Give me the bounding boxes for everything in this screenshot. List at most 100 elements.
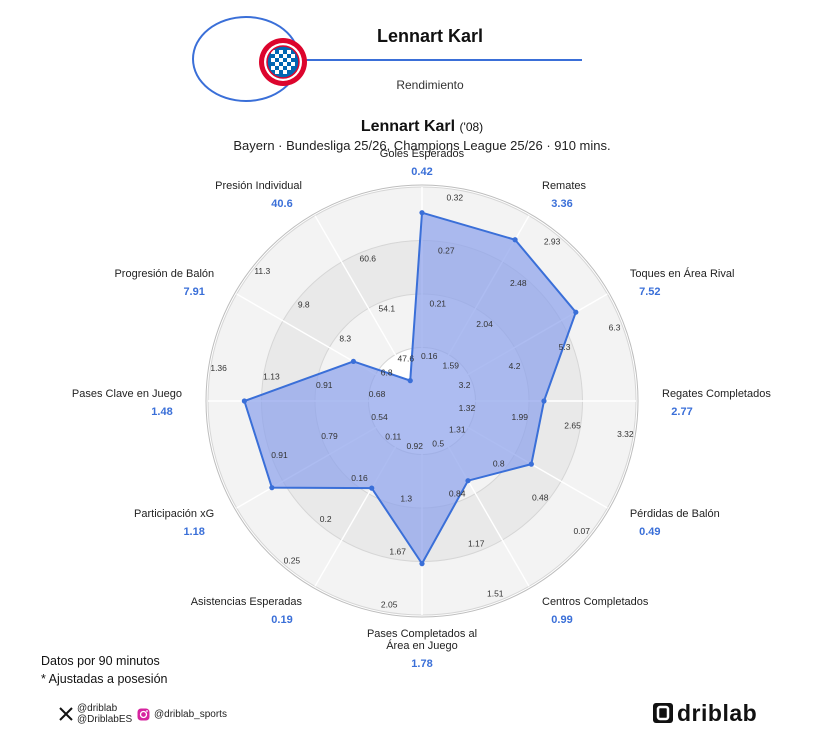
x-handle-driblab[interactable]: @driblab [77,703,118,714]
data-point [419,561,425,567]
scale-tick-label: 6.3 [609,323,621,333]
scale-tick-label: 0.5 [432,439,444,449]
scale-tick-label: 0.25 [284,556,301,566]
x-logo-icon [59,707,73,721]
data-point [465,478,471,484]
scale-tick-label: 3.2 [459,380,471,390]
scale-tick-label: 0.2 [320,514,332,524]
axis-label: Toques en Área Rival [630,267,735,280]
footnote-per90: Datos por 90 minutos [41,654,160,668]
axis-label: Progresión de Balón [114,268,214,280]
scale-tick-label: 1.3 [400,494,412,504]
axis-value: 0.99 [551,614,572,626]
chart-title: Lennart Karl ('08) [0,118,828,136]
scale-tick-label: 1.99 [511,412,528,422]
scale-tick-label: 2.04 [476,319,493,329]
scale-tick-label: 0.54 [371,412,388,422]
data-point [407,378,413,384]
data-point [269,485,275,491]
data-point [528,461,534,467]
scale-tick-label: 0.07 [573,526,590,536]
x-handle-driblabes[interactable]: @DriblabES [77,714,133,725]
scale-tick-label: 0.91 [316,380,333,390]
scale-tick-label: 2.93 [544,236,561,246]
driblab-mark-icon [653,703,673,723]
header-subtitle: Rendimiento [396,78,464,92]
scale-tick-label: 0.16 [351,473,368,483]
radar-spoke [314,215,423,402]
axis-value: 1.18 [183,526,204,538]
scale-tick-label: 0.16 [421,351,438,361]
scale-tick-label: 0.91 [271,450,288,460]
data-point [419,210,425,216]
data-point [350,358,357,365]
scale-tick-label: 3.32 [617,429,634,439]
scale-tick-label: 6.8 [381,367,393,377]
scale-tick-label: 5.3 [559,342,571,352]
axis-value: 3.36 [551,198,572,210]
scale-tick-label: 1.32 [459,403,476,413]
chart-subtitle: Bayern · Bundesliga 25/26, Champions Lea… [233,138,611,153]
axis-value: 7.91 [183,286,204,298]
scale-tick-label: 2.48 [510,278,527,288]
scale-tick-label: 0.27 [438,245,455,255]
scale-tick-label: 0.32 [447,193,464,203]
scale-tick-label: 1.67 [389,547,406,557]
header-divider [300,59,582,61]
axis-label: Asistencias Esperadas [191,596,303,608]
scale-tick-label: 0.11 [385,431,401,441]
axis-value: 40.6 [271,198,292,210]
scale-tick-label: 1.51 [487,589,504,599]
axis-label: Área en Juego [386,639,458,652]
axis-label: Centros Completados [542,596,649,608]
axis-label: Pases Clave en Juego [72,388,182,400]
scale-tick-label: 0.21 [429,298,446,308]
scale-tick-label: 0.48 [532,492,549,502]
axis-label: Participación xG [134,508,214,520]
axis-label: Pases Completados al [367,628,477,640]
axis-value: 0.49 [639,526,660,538]
axis-label: Goles Esperados [380,148,465,160]
brand-name: driblab [677,700,758,726]
radar-axis-labels: Goles Esperados 0.42 Remates 3.36 Toques en … [72,148,771,670]
data-point [369,485,375,491]
scale-tick-label: 1.13 [263,372,280,382]
scale-tick-label: 0.84 [449,489,466,499]
axis-value: 7.52 [639,286,660,298]
data-point [573,309,579,315]
scale-tick-label: 1.36 [210,363,227,373]
scale-tick-label: 0.92 [406,441,423,451]
scale-tick-label: 0.8 [493,459,505,469]
axis-label: Presión Individual [215,180,302,192]
scale-tick-label: 54.1 [379,303,396,313]
radar-scale-labels: 0.16 0.21 0.27 0.32 1.59 2.04 2.48 2.93 3.2 4.2 5.… [210,193,634,610]
scale-tick-label: 9.8 [298,300,310,310]
x-handles: @driblab @DriblabES [77,703,132,725]
header-player-name: Lennart Karl [376,26,484,46]
axis-value: 1.48 [151,406,172,418]
instagram-handle[interactable]: @driblab_sports [154,709,227,720]
footnote-possession: * Ajustadas a posesión [41,672,168,686]
data-point [241,398,247,404]
axis-value: 0.19 [271,614,292,626]
axis-label: Regates Completados [662,388,771,400]
radar-polygon [241,210,579,567]
scale-tick-label: 1.17 [468,539,485,549]
data-point [512,237,518,243]
axis-label: Pérdidas de Balón [630,508,720,520]
scale-tick-label: 0.68 [369,389,386,399]
scale-tick-label: 0.79 [321,431,338,441]
axis-label: Remates [542,180,587,192]
scale-tick-label: 60.6 [359,253,376,263]
axis-value: 2.77 [671,406,692,418]
scale-tick-label: 8.3 [339,333,351,343]
axis-value: 1.78 [411,658,432,670]
brand-logo: driblab [653,701,757,725]
scale-tick-label: 1.59 [442,361,459,371]
player-name: Lennart Karl [360,118,456,135]
scale-tick-label: 1.31 [449,425,466,435]
scale-tick-label: 2.65 [564,420,581,430]
scale-tick-label: 11.3 [254,266,270,276]
scale-tick-label: 2.05 [381,599,398,609]
